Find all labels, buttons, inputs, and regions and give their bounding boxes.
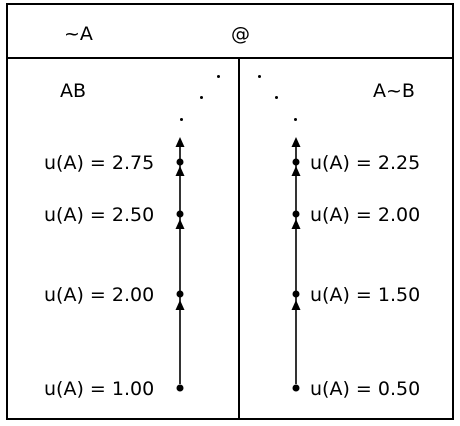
arrowhead-up <box>291 166 301 176</box>
arrowhead-up <box>175 166 185 176</box>
arrowhead-up <box>175 219 185 229</box>
arrowhead-up <box>291 137 301 147</box>
right-chain-nodes <box>292 158 300 392</box>
right-level-label: u(A) = 0.50 <box>310 378 421 400</box>
ellipsis-dot <box>275 96 278 99</box>
node-dot <box>176 384 184 392</box>
arrowhead-up <box>175 137 185 147</box>
ellipsis-dot <box>258 75 261 78</box>
left-level-label: u(A) = 1.00 <box>44 378 155 400</box>
left-chain-nodes <box>176 158 184 392</box>
header-left-label: ~A <box>64 23 93 45</box>
node-dot <box>176 210 184 218</box>
arrowhead-up <box>291 300 301 310</box>
ellipsis-dot <box>294 118 297 121</box>
node-dot <box>292 158 300 166</box>
header-divider <box>6 57 454 59</box>
right-level-label: u(A) = 2.00 <box>310 204 421 226</box>
ellipsis-dot <box>180 118 183 121</box>
diagram-frame <box>6 3 454 420</box>
arrowhead-up <box>175 300 185 310</box>
left-column-title: AB <box>60 80 87 102</box>
left-level-label: u(A) = 2.75 <box>44 152 155 174</box>
ellipsis-dot <box>200 96 203 99</box>
left-chain-arrowheads <box>175 137 185 310</box>
right-level-label: u(A) = 2.25 <box>310 152 421 174</box>
column-divider <box>238 57 240 420</box>
ellipsis-dot <box>217 75 220 78</box>
right-chain-arrowheads <box>291 137 301 310</box>
left-level-label: u(A) = 2.50 <box>44 204 155 226</box>
left-level-label: u(A) = 2.00 <box>44 284 155 306</box>
right-level-label: u(A) = 1.50 <box>310 284 421 306</box>
node-dot <box>176 290 184 298</box>
header-right-label: @ <box>231 23 250 45</box>
right-column-title: A~B <box>373 80 415 102</box>
node-dot <box>292 384 300 392</box>
arrowhead-up <box>291 219 301 229</box>
node-dot <box>176 158 184 166</box>
node-dot <box>292 210 300 218</box>
node-dot <box>292 290 300 298</box>
